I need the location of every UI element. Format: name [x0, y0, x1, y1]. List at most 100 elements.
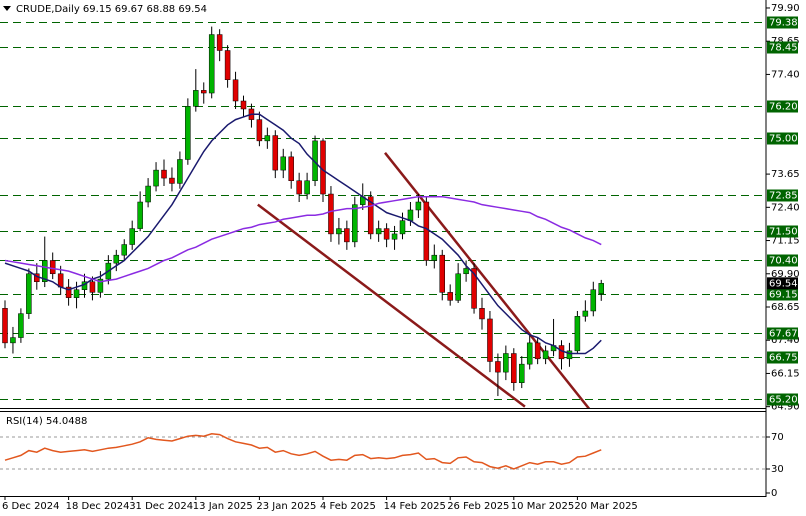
candle-body [455, 273, 461, 301]
level-label-box [767, 327, 798, 340]
x-tick-label: 26 Feb 2025 [447, 501, 509, 512]
candle-body [503, 353, 509, 373]
y-tick-label: 79.90 [771, 3, 800, 14]
level-label: 71.50 [769, 227, 798, 238]
rsi-y-tick-label: 70 [771, 432, 784, 443]
y-tick-label: 73.65 [771, 169, 800, 180]
candle-body [73, 289, 80, 298]
candle-body [598, 283, 604, 294]
candle-body [590, 289, 597, 312]
last-price-label: 69.54 [769, 278, 798, 289]
menu-triangle [3, 6, 11, 11]
x-tick-label: 14 Feb 2025 [384, 501, 446, 512]
x-tick-label: 6 Dec 2024 [2, 501, 60, 512]
level-label: 79.38 [769, 18, 798, 29]
y-tick-label: 71.15 [771, 236, 800, 247]
candle-body [487, 318, 493, 362]
level-label: 65.20 [769, 395, 798, 406]
candle-body [415, 201, 422, 211]
candle-body [137, 201, 143, 229]
price-pane [0, 22, 766, 408]
rsi-title: RSI(14) 54.0488 [6, 416, 87, 427]
level-label-box [767, 132, 798, 145]
candle-body [375, 228, 382, 235]
candle-body [177, 159, 183, 184]
level-label: 67.67 [769, 329, 798, 340]
level-label: 78.45 [769, 43, 798, 54]
candle-body [161, 169, 167, 179]
rsi-y-tick-label: 0 [771, 488, 777, 499]
candle-body [89, 281, 96, 293]
y-tick-label: 69.90 [771, 269, 800, 280]
candle-body [121, 244, 127, 256]
chart-title: CRUDE,Daily 69.15 69.67 68.88 69.54 [16, 4, 207, 15]
level-label-box [767, 351, 798, 364]
candle-body [495, 361, 501, 373]
y-tick-label: 68.65 [771, 302, 800, 313]
candle-body [344, 228, 350, 243]
candle-body [367, 196, 374, 235]
candle-body [49, 260, 56, 275]
candle-body [185, 106, 191, 160]
candle-body [42, 260, 48, 282]
candle-body [582, 310, 589, 317]
y-tick-label: 66.15 [771, 368, 800, 379]
candle-body [2, 308, 8, 344]
level-label-box [767, 16, 798, 29]
candle-body [97, 278, 104, 293]
x-tick-label: 23 Jan 2025 [256, 501, 316, 512]
rsi-pane [0, 433, 766, 470]
candle-body [208, 34, 215, 94]
candle-body [240, 100, 247, 110]
candle-body [232, 79, 239, 102]
candle-body [542, 350, 549, 360]
x-tick-label: 4 Feb 2025 [320, 501, 376, 512]
rsi-line [4, 433, 602, 470]
candle-body [153, 169, 159, 187]
candle-body [391, 233, 398, 240]
axes: 79.9078.6577.4073.6572.4071.1569.9068.65… [2, 3, 800, 512]
x-tick-label: 20 Mar 2025 [574, 501, 637, 512]
level-label: 69.15 [769, 290, 798, 301]
candle-body [526, 342, 533, 365]
y-tick-label: 64.90 [771, 402, 800, 413]
level-label-box [767, 189, 798, 202]
level-label-box [767, 225, 798, 238]
candle-body [216, 34, 223, 51]
candle-body [129, 228, 135, 245]
level-label-box [767, 100, 798, 113]
candle-body [383, 228, 390, 240]
x-tick-label: 18 Dec 2024 [66, 501, 130, 512]
candle-body [169, 177, 175, 184]
rsi-y-tick-label: 30 [771, 464, 784, 475]
candle-body [566, 350, 573, 360]
candle-body [471, 268, 477, 309]
candle-body [256, 119, 263, 142]
candle-body [511, 353, 517, 383]
candle-body [336, 228, 342, 235]
x-tick-label: 13 Jan 2025 [193, 501, 253, 512]
candle-body [312, 140, 318, 181]
candle-body [328, 193, 334, 235]
candle-body [407, 209, 414, 221]
y-tick-label: 67.40 [771, 335, 800, 346]
level-label: 76.20 [769, 102, 798, 113]
candle-body [201, 90, 207, 94]
candle-body [463, 268, 469, 275]
candle-body [280, 156, 286, 171]
moving-average [4, 113, 602, 355]
x-tick-label: 31 Dec 2024 [129, 501, 193, 512]
x-tick-label: 10 Mar 2025 [511, 501, 574, 512]
level-label-box [767, 288, 798, 301]
candle-body [431, 254, 438, 261]
level-label: 75.00 [769, 134, 798, 145]
y-tick-label: 72.40 [771, 202, 800, 213]
candle-body [224, 50, 231, 80]
candle-body [423, 201, 430, 261]
candle-body [399, 220, 406, 235]
level-label-box [767, 254, 798, 267]
level-label-box [767, 41, 798, 54]
moving-average [4, 195, 602, 283]
